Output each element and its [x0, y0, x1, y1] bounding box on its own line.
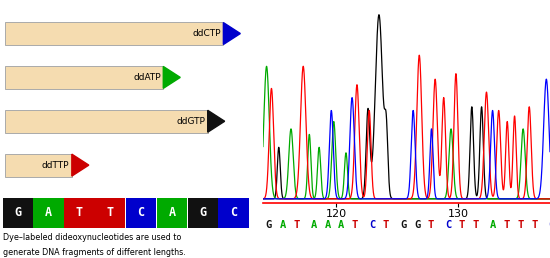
Text: T: T	[293, 220, 300, 230]
Text: G: G	[266, 220, 272, 230]
Text: ddGTP: ddGTP	[176, 117, 205, 126]
Text: A: A	[279, 220, 286, 230]
Text: T: T	[531, 220, 537, 230]
FancyBboxPatch shape	[218, 198, 249, 228]
Text: G: G	[14, 206, 21, 219]
Text: C: C	[369, 220, 376, 230]
FancyBboxPatch shape	[6, 66, 163, 89]
Text: T: T	[352, 220, 358, 230]
FancyBboxPatch shape	[6, 154, 72, 177]
Text: T: T	[383, 220, 389, 230]
Text: T: T	[472, 220, 478, 230]
Polygon shape	[223, 23, 240, 44]
Text: C: C	[138, 206, 145, 219]
FancyBboxPatch shape	[126, 198, 156, 228]
Text: A: A	[168, 206, 175, 219]
FancyBboxPatch shape	[188, 198, 218, 228]
FancyBboxPatch shape	[6, 22, 223, 45]
Text: generate DNA fragments of different lengths.: generate DNA fragments of different leng…	[3, 248, 185, 257]
Text: T: T	[459, 220, 465, 230]
FancyBboxPatch shape	[157, 198, 187, 228]
Text: T: T	[517, 220, 524, 230]
Text: T: T	[107, 206, 114, 219]
Text: G: G	[199, 206, 206, 219]
Text: A: A	[311, 220, 317, 230]
Polygon shape	[163, 67, 180, 88]
Text: A: A	[324, 220, 331, 230]
Text: C: C	[548, 220, 550, 230]
Text: A: A	[338, 220, 344, 230]
Polygon shape	[72, 154, 89, 176]
Text: T: T	[76, 206, 83, 219]
Text: T: T	[503, 220, 510, 230]
Text: Dye–labeled dideoxynucleotides are used to: Dye–labeled dideoxynucleotides are used …	[3, 233, 181, 243]
Text: A: A	[45, 206, 52, 219]
Text: A: A	[490, 220, 496, 230]
Text: C: C	[230, 206, 237, 219]
FancyBboxPatch shape	[34, 198, 64, 228]
Text: G: G	[400, 220, 406, 230]
Text: ddTTP: ddTTP	[42, 161, 69, 170]
FancyBboxPatch shape	[3, 198, 33, 228]
Text: C: C	[445, 220, 451, 230]
Polygon shape	[208, 110, 224, 132]
Text: G: G	[414, 220, 420, 230]
FancyBboxPatch shape	[6, 110, 208, 133]
Text: T: T	[428, 220, 434, 230]
Text: ddATP: ddATP	[133, 73, 161, 82]
FancyBboxPatch shape	[64, 198, 95, 228]
Text: ddCTP: ddCTP	[192, 29, 221, 38]
FancyBboxPatch shape	[95, 198, 125, 228]
